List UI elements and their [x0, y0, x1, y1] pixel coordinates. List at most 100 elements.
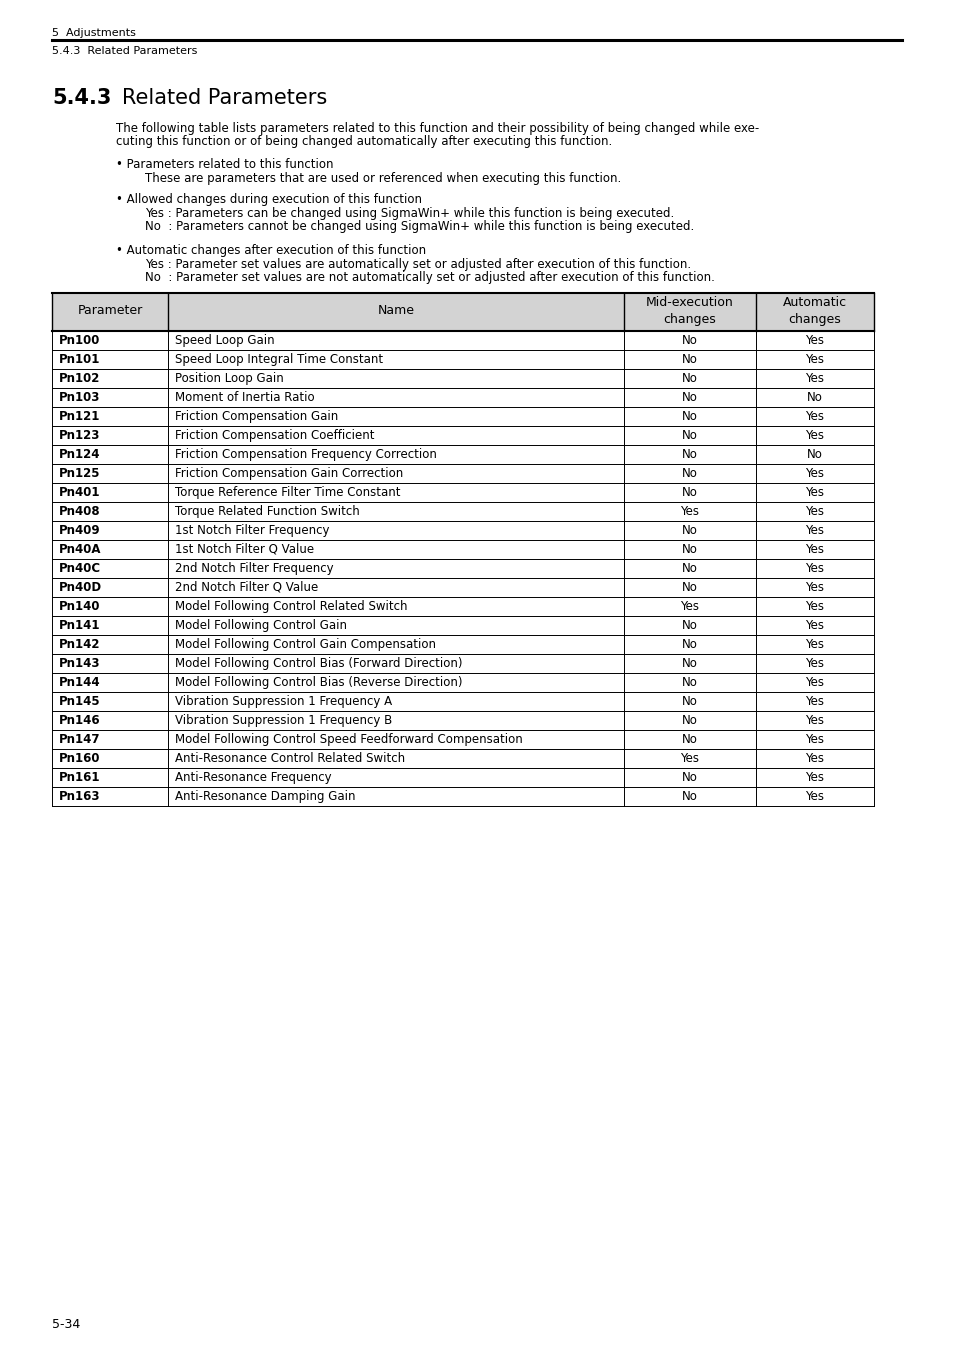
Text: Yes: Yes [804, 599, 823, 613]
Text: Vibration Suppression 1 Frequency A: Vibration Suppression 1 Frequency A [174, 695, 392, 707]
Text: No  : Parameters cannot be changed using SigmaWin+ while this function is being : No : Parameters cannot be changed using … [145, 220, 694, 234]
Text: Yes: Yes [804, 486, 823, 500]
Text: No: No [681, 392, 698, 404]
Text: Pn40D: Pn40D [59, 580, 102, 594]
Text: Model Following Control Bias (Forward Direction): Model Following Control Bias (Forward Di… [174, 657, 462, 670]
Text: Torque Related Function Switch: Torque Related Function Switch [174, 505, 359, 518]
Text: No: No [681, 467, 698, 481]
Text: No: No [681, 714, 698, 728]
Text: Pn40A: Pn40A [59, 543, 101, 556]
Text: Pn409: Pn409 [59, 524, 100, 537]
Text: Yes: Yes [804, 373, 823, 385]
Text: Anti-Resonance Frequency: Anti-Resonance Frequency [174, 771, 332, 784]
Text: No: No [681, 429, 698, 441]
Text: Pn141: Pn141 [59, 620, 100, 632]
Text: Yes: Yes [804, 543, 823, 556]
Text: Pn100: Pn100 [59, 333, 100, 347]
Text: Vibration Suppression 1 Frequency B: Vibration Suppression 1 Frequency B [174, 714, 392, 728]
Text: Yes: Yes [804, 714, 823, 728]
Text: Yes: Yes [679, 752, 699, 765]
Text: No: No [681, 639, 698, 651]
Text: 2nd Notch Filter Frequency: 2nd Notch Filter Frequency [174, 562, 334, 575]
Text: Parameter: Parameter [77, 305, 143, 317]
Text: Name: Name [377, 305, 414, 317]
Text: No: No [681, 410, 698, 423]
Text: • Automatic changes after execution of this function: • Automatic changes after execution of t… [116, 244, 426, 256]
Bar [52, 293, 873, 331]
Text: No: No [681, 620, 698, 632]
Text: Model Following Control Related Switch: Model Following Control Related Switch [174, 599, 407, 613]
Text: Yes: Yes [804, 333, 823, 347]
Text: Yes: Yes [804, 620, 823, 632]
Text: Model Following Control Gain Compensation: Model Following Control Gain Compensatio… [174, 639, 436, 651]
Text: No: No [806, 392, 822, 404]
Text: 5.4.3  Related Parameters: 5.4.3 Related Parameters [52, 46, 197, 55]
Text: Pn140: Pn140 [59, 599, 100, 613]
Text: Pn161: Pn161 [59, 771, 100, 784]
Text: Yes: Yes [804, 467, 823, 481]
Text: No: No [681, 448, 698, 460]
Text: Pn101: Pn101 [59, 352, 100, 366]
Text: Pn146: Pn146 [59, 714, 100, 728]
Text: 1st Notch Filter Frequency: 1st Notch Filter Frequency [174, 524, 329, 537]
Text: No: No [806, 448, 822, 460]
Text: Pn123: Pn123 [59, 429, 100, 441]
Text: 2nd Notch Filter Q Value: 2nd Notch Filter Q Value [174, 580, 318, 594]
Text: Pn121: Pn121 [59, 410, 100, 423]
Text: Yes: Yes [804, 524, 823, 537]
Text: Pn408: Pn408 [59, 505, 100, 518]
Text: Yes: Yes [804, 639, 823, 651]
Text: Speed Loop Gain: Speed Loop Gain [174, 333, 274, 347]
Text: These are parameters that are used or referenced when executing this function.: These are parameters that are used or re… [145, 171, 620, 185]
Text: Pn142: Pn142 [59, 639, 100, 651]
Text: Yes: Yes [804, 505, 823, 518]
Text: Friction Compensation Coefficient: Friction Compensation Coefficient [174, 429, 375, 441]
Text: Pn125: Pn125 [59, 467, 100, 481]
Text: No: No [681, 373, 698, 385]
Text: Yes: Yes [804, 695, 823, 707]
Text: Pn163: Pn163 [59, 790, 100, 803]
Text: No: No [681, 695, 698, 707]
Text: Pn160: Pn160 [59, 752, 100, 765]
Text: No: No [681, 562, 698, 575]
Text: No: No [681, 657, 698, 670]
Text: No  : Parameter set values are not automatically set or adjusted after execution: No : Parameter set values are not automa… [145, 271, 714, 284]
Text: Friction Compensation Gain Correction: Friction Compensation Gain Correction [174, 467, 403, 481]
Text: Pn40C: Pn40C [59, 562, 101, 575]
Text: No: No [681, 580, 698, 594]
Text: Yes: Yes [679, 599, 699, 613]
Text: Mid-execution
changes: Mid-execution changes [645, 297, 733, 325]
Text: No: No [681, 733, 698, 747]
Text: • Parameters related to this function: • Parameters related to this function [116, 158, 334, 171]
Text: No: No [681, 352, 698, 366]
Text: Yes: Yes [804, 352, 823, 366]
Text: Pn147: Pn147 [59, 733, 100, 747]
Text: No: No [681, 333, 698, 347]
Text: Pn102: Pn102 [59, 373, 100, 385]
Text: Yes: Yes [804, 790, 823, 803]
Text: Position Loop Gain: Position Loop Gain [174, 373, 283, 385]
Text: Yes : Parameter set values are automatically set or adjusted after execution of : Yes : Parameter set values are automatic… [145, 258, 690, 271]
Text: cuting this function or of being changed automatically after executing this func: cuting this function or of being changed… [116, 135, 612, 148]
Text: Pn103: Pn103 [59, 392, 100, 404]
Text: No: No [681, 524, 698, 537]
Text: No: No [681, 771, 698, 784]
Text: No: No [681, 790, 698, 803]
Text: Yes: Yes [679, 505, 699, 518]
Text: Pn143: Pn143 [59, 657, 100, 670]
Text: Yes: Yes [804, 580, 823, 594]
Text: 5  Adjustments: 5 Adjustments [52, 28, 135, 38]
Text: No: No [681, 676, 698, 688]
Text: Yes: Yes [804, 733, 823, 747]
Text: Model Following Control Speed Feedforward Compensation: Model Following Control Speed Feedforwar… [174, 733, 522, 747]
Text: Pn144: Pn144 [59, 676, 100, 688]
Text: Related Parameters: Related Parameters [122, 88, 327, 108]
Text: Yes: Yes [804, 752, 823, 765]
Text: 1st Notch Filter Q Value: 1st Notch Filter Q Value [174, 543, 314, 556]
Text: Anti-Resonance Damping Gain: Anti-Resonance Damping Gain [174, 790, 355, 803]
Text: Automatic
changes: Automatic changes [782, 297, 846, 325]
Text: Model Following Control Gain: Model Following Control Gain [174, 620, 347, 632]
Text: • Allowed changes during execution of this function: • Allowed changes during execution of th… [116, 193, 421, 207]
Text: Pn124: Pn124 [59, 448, 100, 460]
Text: Moment of Inertia Ratio: Moment of Inertia Ratio [174, 392, 314, 404]
